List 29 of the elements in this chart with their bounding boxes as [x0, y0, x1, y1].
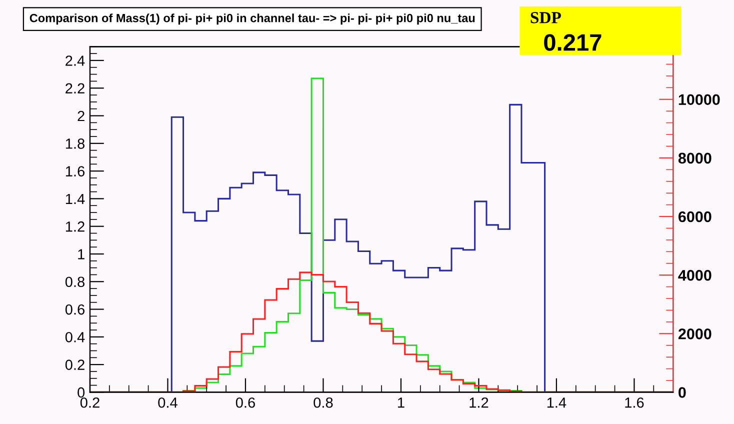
text: SDP [530, 12, 561, 24]
y-tick-label: 2 [78, 110, 84, 122]
y-tick-label: 1.8 [66, 138, 84, 149]
y-tick-label: 1 [78, 249, 84, 260]
y-tick-label: 0.4 [65, 332, 85, 342]
y2-tick-label: 4000 [678, 270, 712, 281]
y-tick-label: 1.4 [66, 194, 85, 204]
y-tick-label: 0.8 [65, 276, 84, 288]
chart-title: Comparison of Mass(1) of pi- pi+ pi0 in channel tau- => pi- pi- pi+ pi0 pi0 nu_tau [30, 14, 475, 25]
y2-tick-label: 8000 [678, 152, 712, 164]
annotation: 0.217 [544, 34, 602, 51]
x-tick-label: 0.6 [236, 397, 255, 408]
x-tick-label: 1.4 [547, 398, 566, 408]
y-tick-label: 0 [78, 387, 85, 398]
y-tick-label: 0.2 [65, 360, 84, 370]
x-tick-label: 1.6 [625, 397, 644, 408]
y2-tick-label: 2000 [678, 328, 712, 340]
y2-tick-label: 10000 [678, 94, 720, 106]
y-tick-label: 1.6 [66, 166, 84, 176]
x-tick-label: 1.2 [470, 397, 488, 408]
y-tick-label: 2.4 [66, 56, 85, 66]
y2-tick-label: 6000 [678, 211, 712, 222]
y2-tick-label: 0 [678, 387, 686, 398]
x-tick-label: 1 [398, 398, 404, 408]
y-tick-label: 0.6 [65, 304, 84, 315]
x-tick-label: 0.4 [158, 397, 178, 408]
y-tick-label: 2.2 [66, 83, 84, 94]
y-tick-label: 1.2 [66, 221, 84, 232]
x-tick-label: 0.8 [314, 397, 333, 408]
